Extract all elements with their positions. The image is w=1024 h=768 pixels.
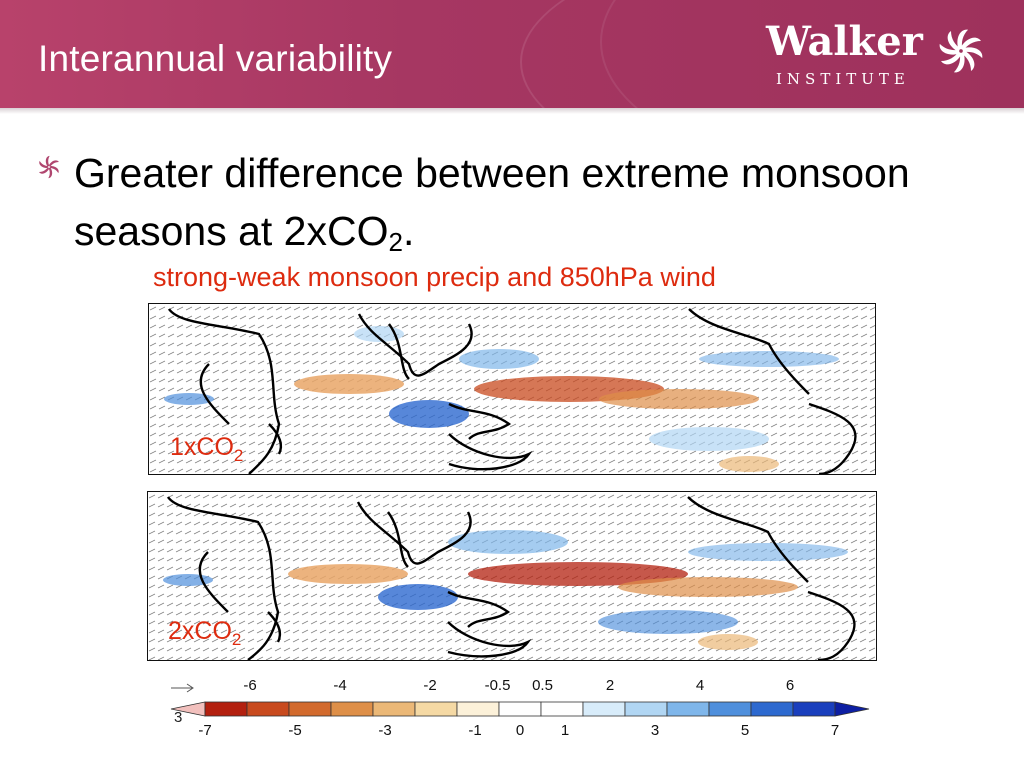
figure-title: strong-weak monsoon precip and 850hPa wi… [153, 262, 716, 292]
map-2xco2-field [148, 492, 876, 660]
slide-title: Interannual variability [38, 38, 393, 79]
colorbar-segment [540, 701, 584, 717]
header-decoration [600, 0, 1024, 108]
colorbar-segment [204, 701, 248, 717]
reference-vector-value: 3 [174, 709, 183, 726]
colorbar-tick-label: 4 [695, 677, 705, 694]
walker-pinwheel-icon [939, 29, 983, 73]
colorbar-tick-label: 0 [515, 722, 525, 739]
map-1xco2-field [149, 304, 875, 474]
colorbar-tick-label: -0.5 [484, 677, 511, 694]
colorbar-tick-label: 0.5 [532, 677, 553, 694]
colorbar-segment [666, 701, 710, 717]
colorbar-end-high [834, 701, 870, 717]
panel-label-text: 1xCO [170, 433, 234, 461]
colorbar-tick-label: -7 [198, 722, 212, 739]
bullet-suffix: . [402, 208, 415, 254]
colorbar-segment [498, 701, 542, 717]
panel-label-subscript: 2 [231, 630, 242, 649]
colorbar-tick-label: -5 [288, 722, 302, 739]
colorbar-segment [582, 701, 626, 717]
colorbar-segment [288, 701, 332, 717]
colorbar-end-low [170, 701, 206, 717]
bullet-text: Greater difference between extreme monso… [74, 144, 1014, 260]
colorbar-segment [792, 701, 836, 717]
logo-subtitle: INSTITUTE [776, 70, 910, 88]
logo-name: Walker [766, 18, 923, 65]
colorbar-tick-label: 7 [830, 722, 840, 739]
bullet-subscript: 2 [388, 227, 403, 257]
colorbar [170, 701, 870, 717]
panel-label-subscript: 2 [233, 446, 244, 465]
colorbar-tick-label: -2 [423, 677, 437, 694]
colorbar-segment [246, 701, 290, 717]
colorbar-tick-label: -6 [243, 677, 257, 694]
colorbar-segment [456, 701, 500, 717]
colorbar-tick-label: -3 [378, 722, 392, 739]
colorbar-segment [372, 701, 416, 717]
reference-vector-arrow-icon [171, 683, 194, 693]
colorbar-tick-label: 5 [740, 722, 750, 739]
panel-label-2xco2: 2xCO2 [168, 617, 242, 649]
slide-header: Interannual variability Walker INSTITUTE [0, 0, 1024, 108]
walker-institute-logo: Walker INSTITUTE [766, 18, 996, 90]
header-shadow [0, 108, 1024, 114]
pinwheel-bullet-icon [39, 155, 59, 179]
colorbar-segment [624, 701, 668, 717]
header-decoration [520, 0, 1024, 108]
colorbar-tick-label: -1 [468, 722, 482, 739]
panel-label-text: 2xCO [168, 617, 232, 645]
colorbar-tick-label: -4 [333, 677, 347, 694]
colorbar-segment [414, 701, 458, 717]
colorbar-segment [330, 701, 374, 717]
colorbar-tick-label: 1 [560, 722, 570, 739]
colorbar-tick-label: 3 [650, 722, 660, 739]
colorbar-tick-label: 6 [785, 677, 795, 694]
map-panel-2xco2 [147, 491, 877, 661]
colorbar-segment [708, 701, 752, 717]
colorbar-tick-label: 2 [605, 677, 615, 694]
bullet-main: Greater difference between extreme monso… [74, 150, 910, 254]
colorbar-segment [750, 701, 794, 717]
map-panel-1xco2 [148, 303, 876, 475]
panel-label-1xco2: 1xCO2 [170, 433, 244, 465]
